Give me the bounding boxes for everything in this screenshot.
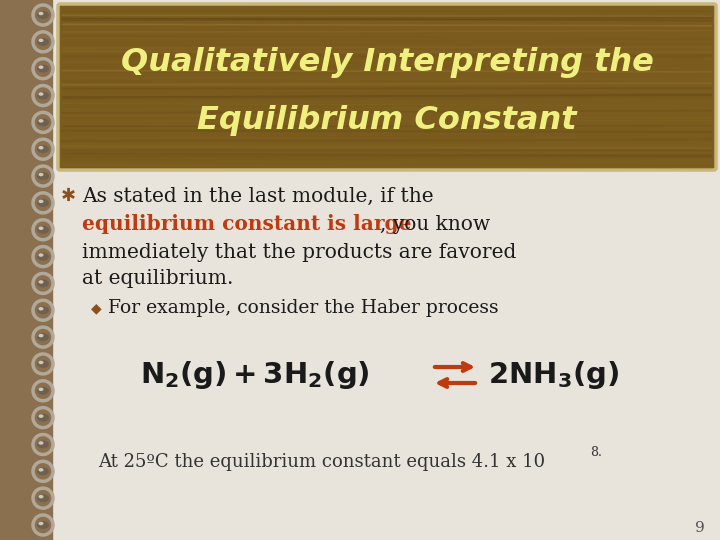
Ellipse shape <box>38 226 43 230</box>
Ellipse shape <box>37 467 49 475</box>
Ellipse shape <box>38 414 43 418</box>
Ellipse shape <box>38 146 43 150</box>
Ellipse shape <box>37 253 49 261</box>
Ellipse shape <box>38 12 43 15</box>
Ellipse shape <box>37 65 49 73</box>
Text: For example, consider the Haber process: For example, consider the Haber process <box>108 299 499 317</box>
Ellipse shape <box>38 280 43 284</box>
Ellipse shape <box>37 91 49 99</box>
Text: 9: 9 <box>695 521 705 535</box>
Ellipse shape <box>37 172 49 180</box>
Ellipse shape <box>38 334 43 338</box>
Text: ✱: ✱ <box>60 187 76 205</box>
Ellipse shape <box>37 387 49 395</box>
FancyBboxPatch shape <box>58 4 716 170</box>
Text: equilibrium constant is large: equilibrium constant is large <box>82 214 412 234</box>
Ellipse shape <box>38 388 43 391</box>
Ellipse shape <box>37 11 49 19</box>
Ellipse shape <box>38 253 43 257</box>
Ellipse shape <box>37 279 49 287</box>
Ellipse shape <box>38 119 43 123</box>
Text: at equilibrium.: at equilibrium. <box>82 268 233 287</box>
Ellipse shape <box>37 226 49 234</box>
Text: immediately that the products are favored: immediately that the products are favore… <box>82 242 516 261</box>
Ellipse shape <box>37 306 49 314</box>
Ellipse shape <box>37 521 49 529</box>
Ellipse shape <box>37 333 49 341</box>
Ellipse shape <box>38 173 43 176</box>
Text: , you know: , you know <box>380 214 490 233</box>
Ellipse shape <box>38 441 43 445</box>
Ellipse shape <box>38 361 43 364</box>
Ellipse shape <box>38 468 43 471</box>
Ellipse shape <box>37 414 49 422</box>
Ellipse shape <box>37 118 49 126</box>
Ellipse shape <box>37 38 49 46</box>
Ellipse shape <box>38 522 43 525</box>
Ellipse shape <box>38 495 43 498</box>
Text: Qualitatively Interpreting the: Qualitatively Interpreting the <box>120 46 654 78</box>
Ellipse shape <box>37 145 49 153</box>
Ellipse shape <box>38 307 43 310</box>
Ellipse shape <box>38 200 43 203</box>
Text: 8.: 8. <box>590 446 602 458</box>
Ellipse shape <box>38 92 43 96</box>
Text: At 25ºC the equilibrium constant equals 4.1 x 10: At 25ºC the equilibrium constant equals … <box>98 453 545 471</box>
Ellipse shape <box>38 65 43 69</box>
Text: As stated in the last module, if the: As stated in the last module, if the <box>82 186 433 206</box>
Ellipse shape <box>37 360 49 368</box>
Ellipse shape <box>37 441 49 449</box>
Text: ◆: ◆ <box>91 301 102 315</box>
Text: Equilibrium Constant: Equilibrium Constant <box>197 105 577 136</box>
Ellipse shape <box>38 38 43 42</box>
Ellipse shape <box>37 199 49 207</box>
Text: $\mathbf{2NH_3(g)}$: $\mathbf{2NH_3(g)}$ <box>488 359 619 391</box>
Text: $\mathbf{N_2(g) + 3H_2(g)}$: $\mathbf{N_2(g) + 3H_2(g)}$ <box>140 359 370 391</box>
Ellipse shape <box>37 494 49 502</box>
Bar <box>0 0 52 540</box>
